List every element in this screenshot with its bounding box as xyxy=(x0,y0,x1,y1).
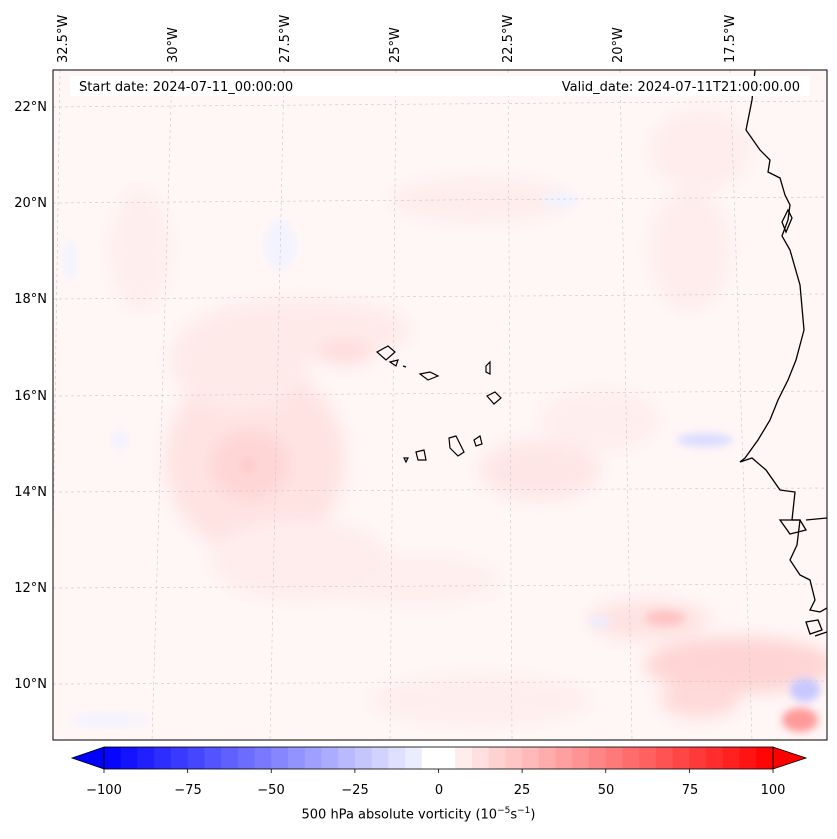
map-frame xyxy=(52,69,828,741)
colorbar-segment xyxy=(538,747,557,769)
colorbar-segment xyxy=(722,747,741,769)
lat-label: 20°N xyxy=(14,196,47,211)
colorbar-tick-label: 100 xyxy=(761,783,786,798)
colorbar-segment xyxy=(338,747,356,769)
lon-label: 22.5°W xyxy=(501,15,516,63)
colorbar xyxy=(70,746,808,773)
colorbar-segment xyxy=(388,747,406,769)
colorbar-segment xyxy=(655,747,674,769)
colorbar-tick-label: 50 xyxy=(598,783,615,798)
colorbar-segment xyxy=(455,747,473,769)
graticule xyxy=(53,70,827,740)
colorbar-segment xyxy=(405,747,423,769)
colorbar-segment xyxy=(221,747,239,769)
colorbar-segment xyxy=(488,747,506,769)
coastline xyxy=(739,70,827,637)
colorbar-segment xyxy=(237,747,256,769)
lon-label: 30°W xyxy=(166,27,181,63)
colorbar-max-extend xyxy=(772,746,808,770)
colorbar-tick-label: −50 xyxy=(257,783,284,798)
colorbar-segment xyxy=(204,747,222,769)
colorbar-segment xyxy=(756,747,774,769)
colorbar-segment xyxy=(622,747,640,769)
colorbar-segment xyxy=(287,747,306,769)
colorbar-segment xyxy=(555,747,573,769)
colorbar-segment xyxy=(137,747,155,769)
colorbar-tick-label: −100 xyxy=(86,783,122,798)
lat-label: 16°N xyxy=(14,389,47,404)
colorbar-segment xyxy=(371,747,389,769)
colorbar-segment xyxy=(639,747,657,769)
colorbar-segment xyxy=(104,747,122,769)
colorbar-segment xyxy=(254,747,272,769)
colorbar-segment xyxy=(304,747,322,769)
lat-label: 22°N xyxy=(14,100,47,115)
colorbar-tick-label: 25 xyxy=(514,783,531,798)
colorbar-segment xyxy=(421,747,439,769)
lon-label: 27.5°W xyxy=(278,15,293,63)
colorbar-segment xyxy=(706,747,724,769)
colorbar-tick-label: 75 xyxy=(682,783,699,798)
colorbar-segment xyxy=(321,747,339,769)
colorbar-label: 500 hPa absolute vorticity (10−5s−1) xyxy=(301,806,536,823)
start-date-label: Start date: 2024-07-11_00:00:00 xyxy=(79,80,293,95)
colorbar-segment xyxy=(471,747,490,769)
lat-label: 18°N xyxy=(14,292,47,307)
colorbar-segment xyxy=(739,747,757,769)
colorbar-min-extend xyxy=(70,746,105,770)
lon-label: 32.5°W xyxy=(56,15,71,63)
lat-labels: 22°N 20°N 18°N 16°N 14°N 12°N 10°N xyxy=(14,100,47,692)
lon-label: 17.5°W xyxy=(723,15,738,63)
lat-label: 10°N xyxy=(14,677,47,692)
colorbar-segment xyxy=(672,747,690,769)
colorbar-segment xyxy=(154,747,172,769)
lat-label: 12°N xyxy=(14,581,47,596)
colorbar-segment xyxy=(589,747,607,769)
colorbar-segment xyxy=(522,747,540,769)
lat-label: 14°N xyxy=(14,485,47,500)
valid-date-label: Valid_date: 2024-07-11T21:00:00.00 xyxy=(562,80,800,95)
colorbar-segment xyxy=(438,747,456,769)
colorbar-tick-label: 0 xyxy=(435,783,443,798)
lon-label: 25°W xyxy=(388,27,403,63)
colorbar-segment xyxy=(605,747,623,769)
lon-label: 20°W xyxy=(611,27,626,63)
vorticity-field xyxy=(53,70,827,740)
colorbar-segment xyxy=(354,747,373,769)
header-box xyxy=(70,76,810,96)
colorbar-segment xyxy=(170,747,189,769)
colorbar-segment xyxy=(689,747,707,769)
islands xyxy=(375,345,502,464)
colorbar-tick-label: −75 xyxy=(174,783,201,798)
colorbar-segment xyxy=(572,747,590,769)
colorbar-segment xyxy=(187,747,205,769)
colorbar-segment xyxy=(271,747,289,769)
lon-labels: 32.5°W 30°W 27.5°W 25°W 22.5°W 20°W 17.5… xyxy=(56,15,738,63)
colorbar-tick-label: −25 xyxy=(341,783,368,798)
colorbar-ticks: −100 −75 −50 −25 0 25 50 75 100 xyxy=(86,783,785,798)
colorbar-segment xyxy=(120,747,138,769)
colorbar-segment xyxy=(505,747,523,769)
